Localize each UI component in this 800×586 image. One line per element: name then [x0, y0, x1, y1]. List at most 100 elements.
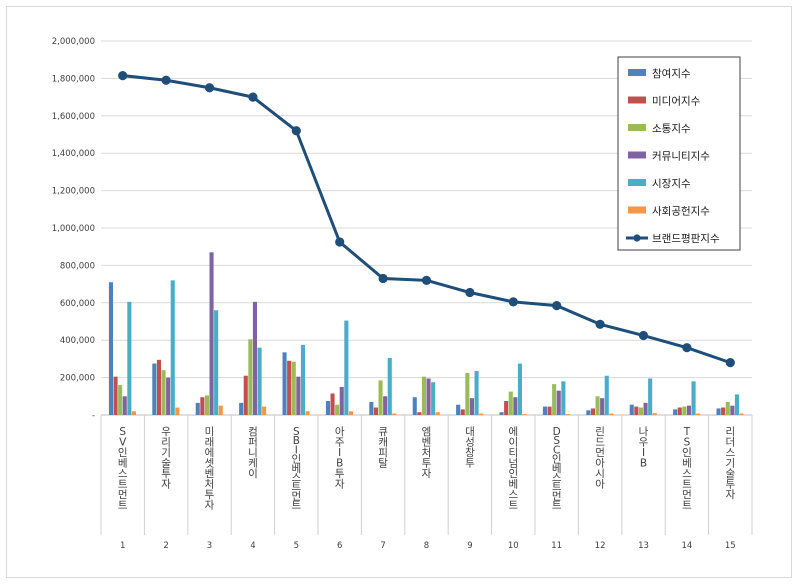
bar — [344, 320, 349, 415]
line-series — [118, 70, 735, 368]
bar — [609, 413, 614, 415]
bar — [508, 391, 513, 415]
y-tick-label: 1,200,000 — [52, 187, 95, 197]
bar — [734, 394, 739, 415]
bar — [335, 404, 340, 415]
bar — [426, 378, 431, 415]
legend-swatch — [628, 124, 646, 131]
rank-label: 5 — [294, 541, 299, 551]
bar — [113, 376, 118, 415]
bar — [469, 398, 474, 415]
legend-label: 참여지수 — [652, 68, 691, 80]
legend-swatch — [628, 69, 646, 76]
legend-swatch — [628, 206, 646, 214]
rank-label: 2 — [163, 541, 168, 551]
rank-label: 15 — [725, 541, 736, 551]
bar — [300, 344, 305, 415]
bar — [590, 408, 595, 415]
y-tick-label: - — [92, 411, 95, 421]
bar — [369, 401, 374, 415]
bar — [296, 376, 301, 415]
rank-label: 8 — [424, 541, 429, 551]
y-tick-label: 1,000,000 — [52, 224, 95, 234]
rank-label: 1 — [120, 541, 125, 551]
legend-label: 브랜드평판지수 — [652, 233, 720, 245]
bar — [456, 404, 461, 415]
bar — [565, 414, 570, 415]
bar — [257, 347, 262, 415]
bar — [243, 375, 248, 415]
bar — [460, 409, 465, 415]
bar — [721, 407, 726, 415]
bar — [291, 361, 296, 415]
bar — [474, 371, 479, 415]
brand-index-point — [508, 297, 518, 307]
y-axis-ticks: - 200,000 400,000 600,000 800,000 1,000,000 1,… — [52, 37, 95, 421]
bar — [739, 413, 744, 415]
bar — [730, 405, 735, 415]
brand-index-point — [248, 92, 258, 102]
brand-index-point — [552, 301, 562, 311]
bar — [513, 397, 518, 415]
bar — [504, 400, 509, 415]
bar — [634, 406, 639, 415]
bar — [118, 385, 123, 415]
y-tick-label: 2,000,000 — [52, 37, 95, 47]
bar — [629, 404, 634, 415]
bar — [600, 398, 605, 415]
brand-index-point — [465, 287, 475, 298]
legend-swatch — [628, 151, 646, 159]
brand-index-point — [682, 343, 692, 353]
y-tick-label: 1,600,000 — [52, 112, 95, 122]
bar — [348, 411, 353, 415]
rank-label: 7 — [380, 541, 385, 551]
bar — [412, 397, 417, 415]
bar — [339, 386, 344, 415]
bar — [161, 370, 166, 415]
brand-index-point — [421, 275, 432, 285]
bar — [517, 363, 522, 415]
y-tick-label: 1,400,000 — [52, 149, 95, 159]
bar — [725, 401, 730, 415]
bar — [330, 393, 335, 415]
bar — [170, 280, 175, 415]
legend-label: 소통지수 — [652, 123, 691, 135]
bar — [604, 375, 609, 415]
bar — [305, 411, 310, 415]
y-tick-label: 400,000 — [60, 336, 95, 346]
x-axis: S V 인 베 스 트 먼 트 1 우 리 기 술 투 자 2 미 래 에 셋 벤 처 투 자 3 컴 퍼 니 케 이 4 S B I 인 베 스 트 먼 트… — [100, 415, 753, 551]
legend-swatch — [628, 179, 646, 186]
bar — [287, 360, 292, 415]
rank-label: 14 — [681, 541, 692, 551]
brand-index-point — [204, 83, 215, 93]
bar — [547, 406, 552, 415]
bar — [421, 376, 426, 415]
bar — [108, 282, 113, 415]
bar — [127, 301, 132, 415]
bar — [156, 359, 161, 415]
bar — [696, 413, 701, 415]
brand-index-point — [638, 330, 649, 341]
brand-index-point — [118, 70, 128, 81]
bar — [218, 405, 223, 415]
bar — [252, 301, 257, 415]
y-tick-label: 200,000 — [60, 374, 95, 384]
rank-label: 12 — [595, 541, 606, 551]
bar — [262, 406, 267, 415]
y-tick-label: 1,800,000 — [52, 74, 95, 84]
bar — [131, 411, 136, 415]
bar — [586, 410, 591, 415]
legend-line-marker — [633, 234, 641, 242]
